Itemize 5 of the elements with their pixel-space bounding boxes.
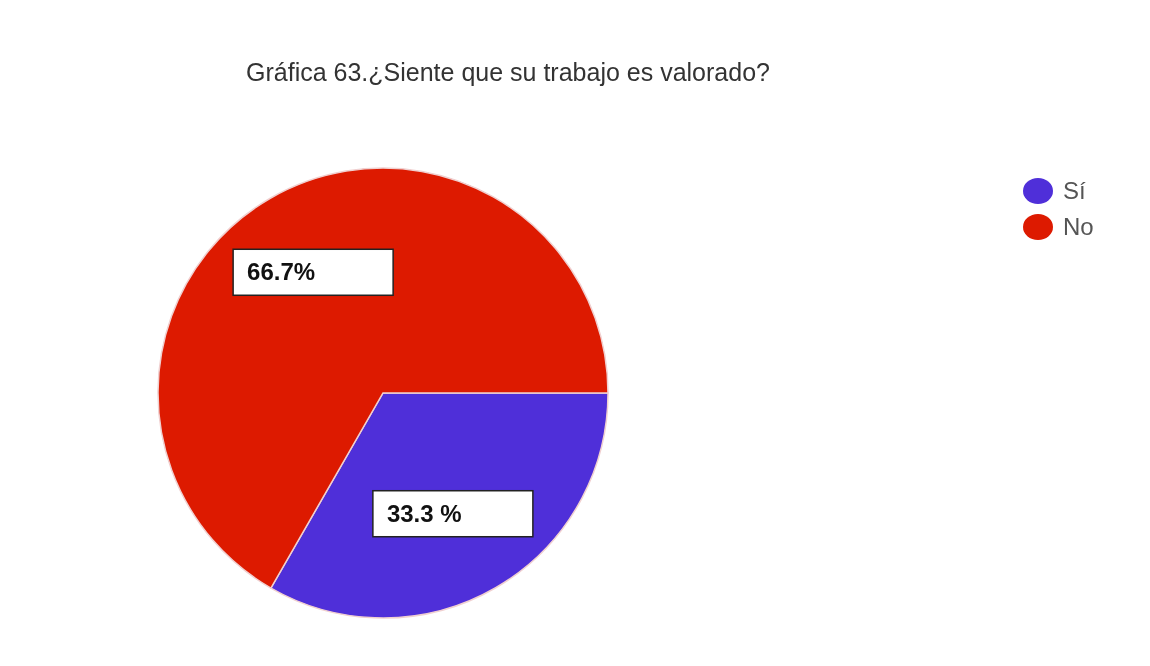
chart-title: Gráfica 63.¿Siente que su trabajo es valorado? bbox=[245, 58, 771, 87]
data-label: 33.3 % bbox=[386, 499, 462, 527]
legend-label: No bbox=[1063, 213, 1094, 241]
legend-label: Sí bbox=[1063, 177, 1086, 205]
data-label: 66.7% bbox=[247, 258, 316, 286]
